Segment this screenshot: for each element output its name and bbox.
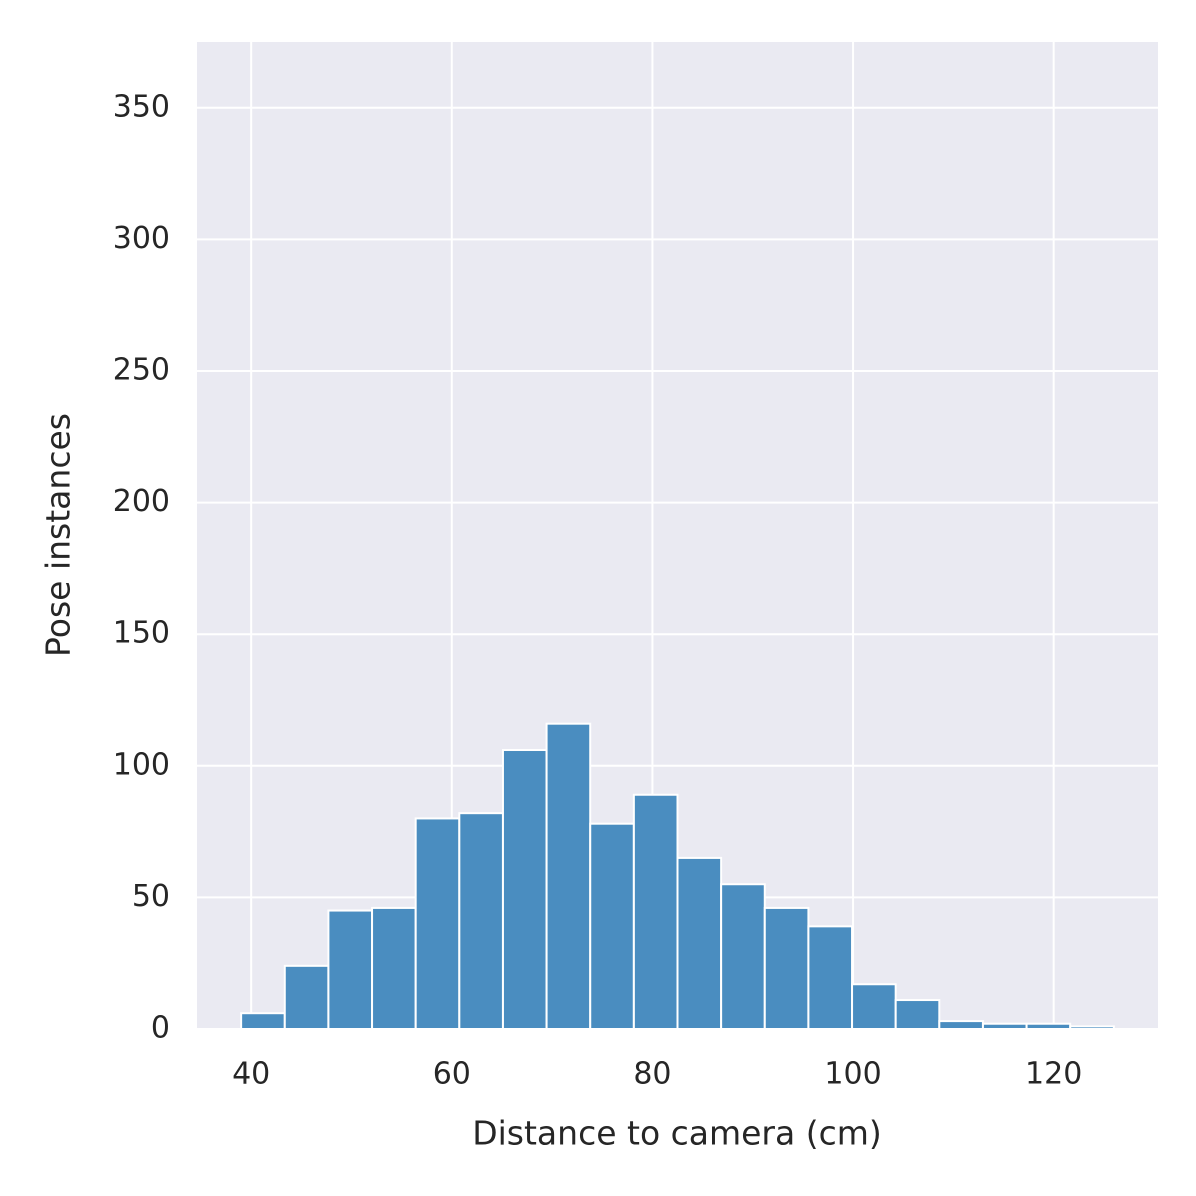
bar [938, 1020, 984, 1031]
bar [720, 883, 766, 1030]
bar [545, 722, 592, 1030]
x-tick-label: 120 [1025, 1057, 1082, 1092]
y-tick-label: 50 [132, 879, 170, 914]
bar [763, 906, 810, 1030]
bar [807, 925, 854, 1030]
y-tick-label: 250 [113, 353, 170, 388]
bar [501, 749, 548, 1030]
y-tick-label: 0 [151, 1011, 170, 1046]
x-tick-label: 60 [433, 1057, 471, 1092]
y-tick-label: 200 [113, 484, 170, 519]
bar [414, 817, 461, 1030]
bar [894, 999, 941, 1030]
bar [240, 1012, 286, 1031]
bar [676, 856, 723, 1030]
bar [327, 909, 374, 1030]
y-tick-label: 100 [113, 747, 170, 782]
y-axis-label: Pose instances [39, 413, 78, 657]
bar [371, 906, 417, 1030]
bar [589, 822, 635, 1030]
bar [632, 793, 679, 1031]
x-tick-label: 100 [824, 1057, 881, 1092]
x-tick-label: 40 [232, 1057, 270, 1092]
bar [1025, 1022, 1072, 1031]
y-tick-label: 300 [113, 221, 170, 256]
x-tick-label: 80 [633, 1057, 671, 1092]
bar [851, 983, 897, 1030]
x-axis-label: Distance to camera (cm) [472, 1114, 882, 1153]
y-tick-label: 150 [113, 616, 170, 651]
y-tick-label: 350 [113, 89, 170, 124]
bar [458, 812, 504, 1031]
bar [981, 1022, 1028, 1031]
bar [283, 964, 330, 1030]
bar [1069, 1025, 1115, 1031]
